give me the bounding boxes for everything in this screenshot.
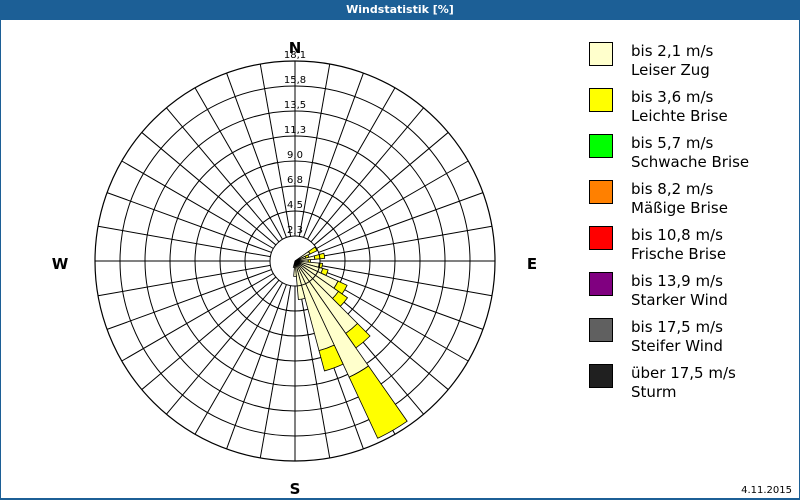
wind-sector [292, 260, 296, 269]
spoke-line [226, 284, 287, 450]
spoke-line [307, 87, 396, 240]
west-label: W [52, 255, 69, 273]
legend-text: bis 8,2 m/s Mäßige Brise [631, 180, 728, 218]
legend-range: bis 2,1 m/s [631, 42, 714, 60]
ring-label: 11,3 [284, 125, 306, 136]
legend-text: bis 10,8 m/s Frische Brise [631, 226, 726, 264]
legend-name: Sturm [631, 383, 677, 401]
ring-label: 15,8 [284, 75, 306, 86]
legend-text: über 17,5 m/s Sturm [631, 364, 736, 402]
spoke-line [259, 63, 292, 237]
spoke-line [298, 285, 331, 459]
legend-text: bis 3,6 m/s Leichte Brise [631, 88, 728, 126]
legend-swatch [589, 134, 613, 158]
spoke-line [316, 160, 469, 249]
spoke-line [319, 225, 493, 258]
wind-sector [294, 260, 306, 300]
ring-label: 18,1 [284, 50, 306, 61]
spoke-line [166, 107, 280, 243]
legend-name: Mäßige Brise [631, 199, 728, 217]
legend-name: Frische Brise [631, 245, 727, 263]
ring-label: 2,3 [287, 225, 303, 236]
wind-sector [293, 260, 297, 277]
spoke-line [226, 72, 287, 238]
spoke-line [303, 72, 364, 238]
legend-name: Starker Wind [631, 291, 728, 309]
legend-name: Leiser Zug [631, 61, 710, 79]
legend-name: Steifer Wind [631, 337, 723, 355]
legend-range: bis 3,6 m/s [631, 88, 714, 106]
south-label: S [290, 480, 301, 498]
wind-sector [348, 365, 408, 439]
spoke-line [194, 282, 283, 435]
legend-swatch [589, 226, 613, 250]
legend-text: bis 13,9 m/s Starker Wind [631, 272, 728, 310]
wind-sector [308, 246, 318, 255]
spoke-line [310, 107, 424, 243]
legend-range: bis 8,2 m/s [631, 180, 714, 198]
spoke-line [319, 264, 493, 297]
legend-text: bis 2,1 m/s Leiser Zug [631, 42, 713, 80]
spoke-line [141, 132, 277, 246]
legend-text: bis 5,7 m/s Schwache Brise [631, 134, 749, 172]
ring-label: 6,8 [287, 175, 303, 186]
spoke-line [106, 269, 272, 330]
legend-range: bis 17,5 m/s [631, 318, 723, 336]
ring-label: 13,5 [284, 100, 306, 111]
legend-range: bis 10,8 m/s [631, 226, 723, 244]
legend-swatch [589, 42, 613, 66]
legend-text: bis 17,5 m/s Steifer Wind [631, 318, 723, 356]
legend-swatch [589, 88, 613, 112]
legend-name: Leichte Brise [631, 107, 728, 125]
spoke-line [141, 276, 277, 390]
spoke-line [97, 264, 271, 297]
legend-swatch [589, 272, 613, 296]
north-label: N [289, 39, 302, 57]
date-label: 4.11.2015 [741, 485, 792, 496]
spoke-line [259, 285, 292, 459]
legend-name: Schwache Brise [631, 153, 750, 171]
spoke-line [313, 132, 449, 246]
spoke-line [121, 160, 274, 249]
ring-label: 9,0 [287, 150, 303, 161]
spoke-line [97, 225, 271, 258]
legend-range: bis 5,7 m/s [631, 134, 714, 152]
legend-range: über 17,5 m/s [631, 364, 736, 382]
window-title: Windstatistik [%] [0, 0, 800, 20]
east-label: E [527, 255, 537, 273]
spoke-line [106, 192, 272, 253]
spoke-line [121, 273, 274, 362]
ring-label: 4,5 [287, 200, 303, 211]
spoke-line [318, 269, 484, 330]
wind-sector [318, 344, 344, 372]
spoke-line [318, 192, 484, 253]
spoke-line [166, 279, 280, 415]
legend-range: bis 13,9 m/s [631, 272, 723, 290]
spoke-line [298, 63, 331, 237]
legend-swatch [589, 364, 613, 388]
legend-swatch [589, 180, 613, 204]
legend-swatch [589, 318, 613, 342]
spoke-line [194, 87, 283, 240]
